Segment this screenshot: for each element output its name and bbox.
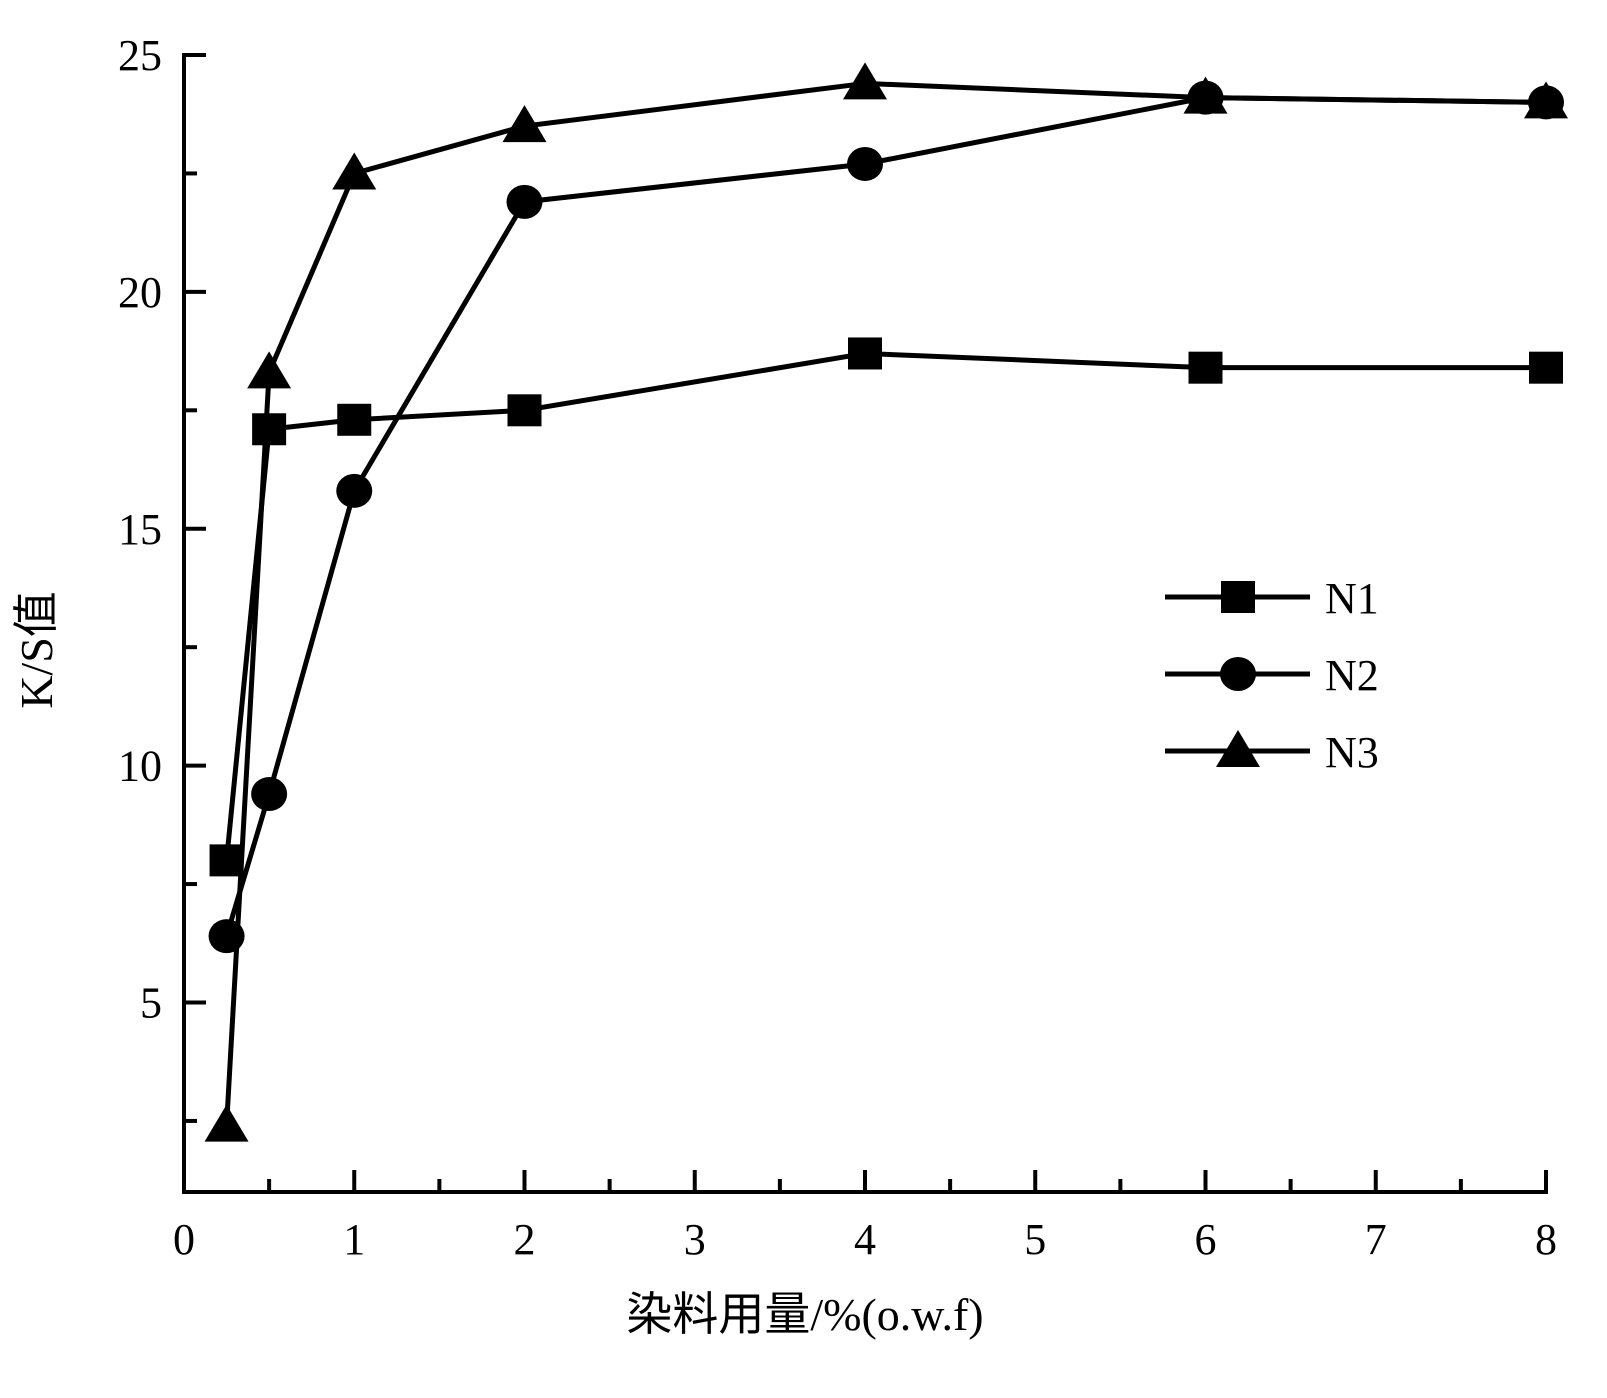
data-point-n3 bbox=[332, 152, 377, 190]
legend-item-n1: N1 bbox=[1165, 574, 1379, 623]
data-point-n1 bbox=[337, 403, 372, 436]
axes bbox=[182, 53, 1548, 1194]
data-point-n2 bbox=[506, 184, 543, 219]
y-tick-label: 10 bbox=[118, 742, 162, 791]
data-point-n3 bbox=[1524, 81, 1568, 119]
data-point-n2 bbox=[847, 146, 883, 181]
data-point-n3 bbox=[204, 1104, 249, 1142]
legend-item-n2: N2 bbox=[1165, 651, 1379, 700]
data-point-n3 bbox=[843, 62, 887, 100]
legend-marker-square-icon bbox=[1221, 581, 1255, 613]
data-point-n3 bbox=[502, 105, 547, 143]
legend-marker-triangle-icon bbox=[1216, 730, 1260, 767]
legend: N1 N2 N3 bbox=[1165, 574, 1379, 777]
y-axis-title: K/S值 bbox=[11, 591, 62, 709]
data-point-n2 bbox=[336, 473, 373, 508]
legend-marker-circle-icon bbox=[1220, 657, 1256, 691]
x-tick-label: 3 bbox=[684, 1215, 706, 1264]
series bbox=[204, 62, 1568, 1142]
ticks: 0 1 2 3 4 5 6 7 8 5 10 15 20 25 bbox=[118, 31, 1557, 1264]
series-line-n2 bbox=[224, 95, 1547, 937]
data-point-n3 bbox=[1183, 76, 1228, 114]
data-point-n3 bbox=[247, 351, 292, 389]
x-tick-label: 2 bbox=[514, 1215, 536, 1264]
x-tick-label: 4 bbox=[854, 1215, 876, 1264]
x-tick-label: 5 bbox=[1024, 1215, 1046, 1264]
legend-label: N2 bbox=[1325, 651, 1379, 700]
y-tick-label: 5 bbox=[140, 979, 162, 1028]
data-point-n1 bbox=[1188, 351, 1223, 384]
x-axis-title: 染料用量/%(o.w.f) bbox=[626, 1289, 983, 1340]
legend-label: N1 bbox=[1325, 574, 1379, 623]
series-n3 bbox=[204, 62, 1568, 1142]
x-tick-label: 6 bbox=[1195, 1215, 1217, 1264]
legend-item-n3: N3 bbox=[1165, 728, 1379, 777]
legend-label: N3 bbox=[1325, 728, 1379, 777]
data-point-n1 bbox=[209, 844, 244, 877]
data-point-n2 bbox=[251, 777, 288, 812]
series-n1 bbox=[209, 337, 1563, 877]
x-tick-label: 0 bbox=[173, 1215, 195, 1264]
series-n2 bbox=[208, 80, 1564, 954]
x-tick-label: 8 bbox=[1535, 1215, 1557, 1264]
x-tick-label: 1 bbox=[343, 1215, 365, 1264]
data-point-n1 bbox=[848, 337, 882, 370]
y-tick-label: 20 bbox=[118, 268, 162, 317]
y-tick-label: 15 bbox=[118, 505, 162, 554]
y-tick-label: 25 bbox=[118, 31, 162, 80]
x-tick-label: 7 bbox=[1365, 1215, 1387, 1264]
data-point-n1 bbox=[507, 394, 542, 427]
data-point-n1 bbox=[1529, 351, 1563, 384]
data-point-n1 bbox=[252, 413, 287, 446]
